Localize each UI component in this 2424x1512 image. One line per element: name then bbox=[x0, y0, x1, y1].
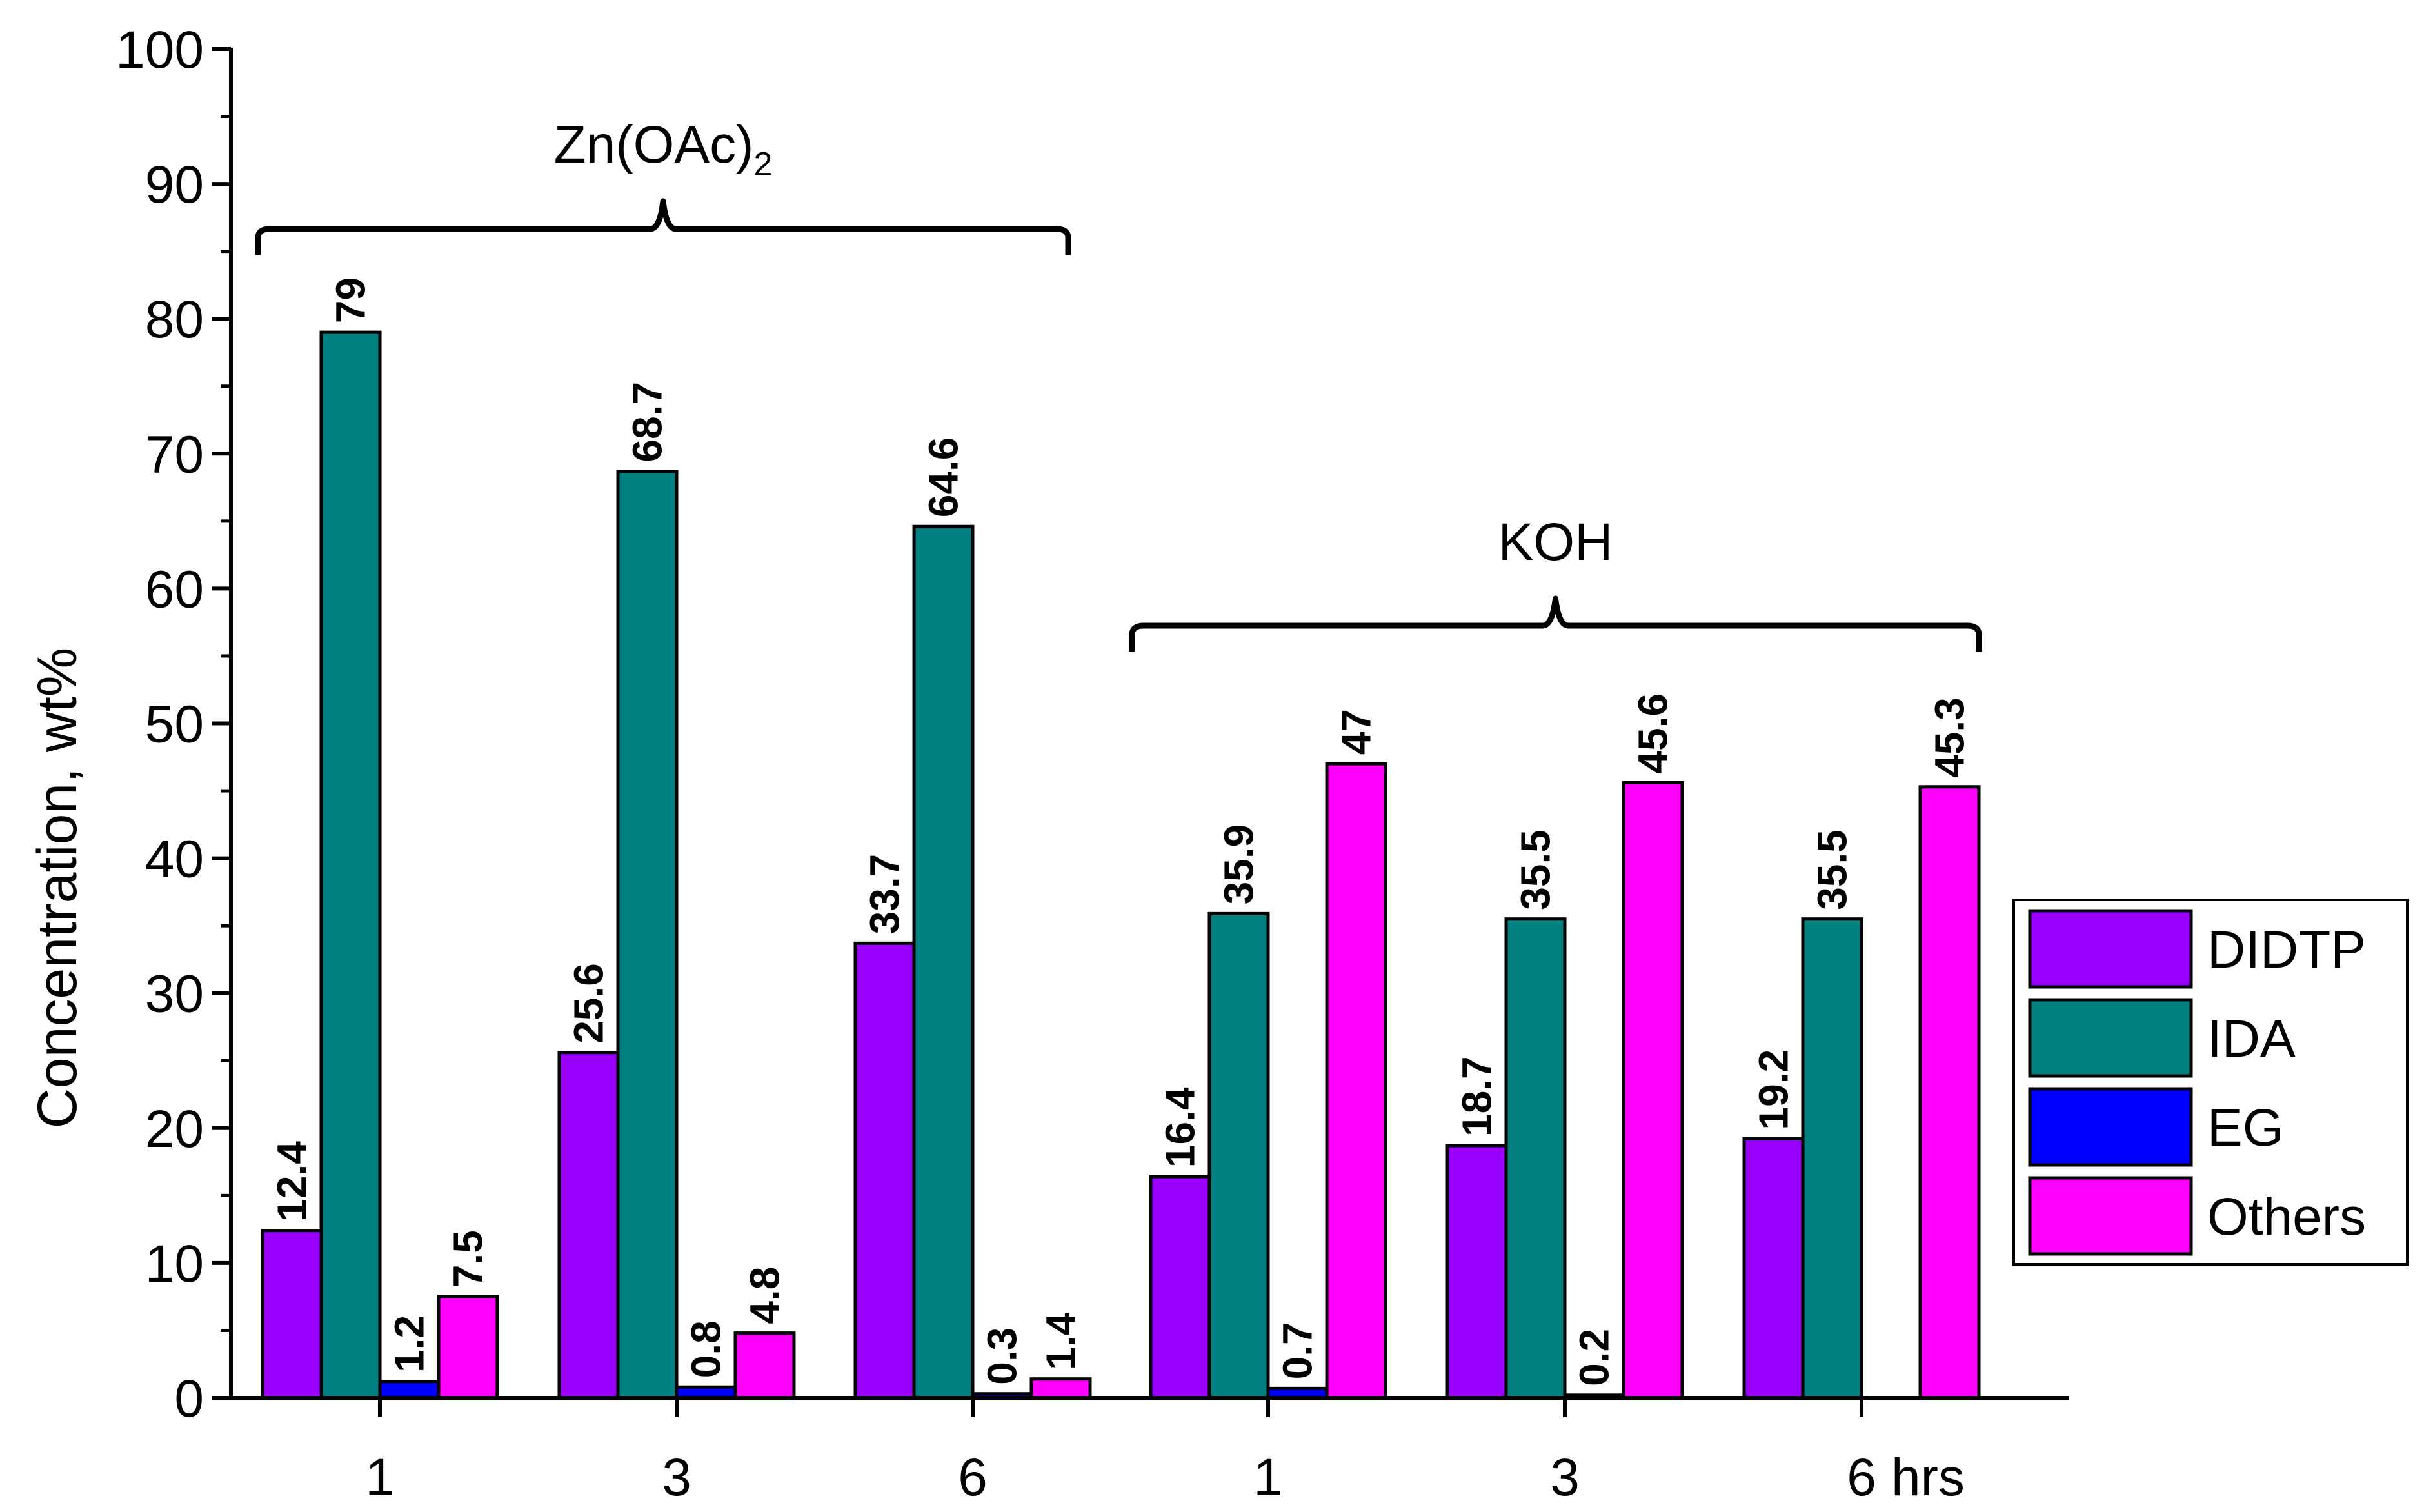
y-tick-label-10: 10 bbox=[145, 1235, 204, 1293]
y-tick-label-90: 90 bbox=[145, 155, 204, 214]
bar-didtp-2 bbox=[853, 941, 916, 1400]
legend-label-ida: IDA bbox=[2207, 1010, 2296, 1068]
group-label-zn-oac: Zn(OAc)2 bbox=[554, 115, 773, 183]
x-tick-label-1: 3 bbox=[662, 1448, 691, 1507]
data-label-didtp-5: 19.2 bbox=[1751, 1049, 1797, 1130]
group-label-koh: KOH bbox=[1498, 513, 1613, 572]
bar-didtp-5 bbox=[1742, 1137, 1805, 1400]
data-label-didtp-4: 18.7 bbox=[1454, 1056, 1500, 1137]
y-tick-label-60: 60 bbox=[145, 560, 204, 619]
legend-swatch-eg bbox=[2028, 1087, 2193, 1167]
group-label-text-1: KOH bbox=[1498, 513, 1613, 572]
data-label-eg-2: 0.3 bbox=[979, 1328, 1026, 1385]
bar-others-3 bbox=[1325, 762, 1387, 1400]
legend-label-eg: EG bbox=[2207, 1099, 2283, 1157]
bars-layer bbox=[261, 330, 1981, 1400]
bar-others-1 bbox=[733, 1331, 796, 1400]
data-label-ida-3: 35.9 bbox=[1216, 824, 1262, 905]
bar-others-2 bbox=[1029, 1377, 1092, 1400]
group-label-subscript-0: 2 bbox=[753, 146, 772, 183]
data-label-others-2: 1.4 bbox=[1038, 1312, 1084, 1369]
y-tick-label-100: 100 bbox=[115, 21, 204, 79]
data-labels-layer: 12.4 25.6 33.7 16.4 18.7 19.2 79 68.7 64.6 35.9 35… bbox=[269, 277, 1973, 1386]
bar-didtp-1 bbox=[557, 1051, 620, 1400]
data-label-eg-3: 0.7 bbox=[1275, 1322, 1321, 1379]
bar-ida-2 bbox=[912, 524, 975, 1400]
bar-ida-1 bbox=[616, 469, 679, 1400]
bar-others-0 bbox=[437, 1295, 499, 1400]
x-tick-label-5: 6 bbox=[1847, 1448, 1876, 1507]
group-brackets-layer: Zn(OAc)2 KOH bbox=[255, 115, 1982, 652]
group-bracket-0 bbox=[255, 198, 1071, 255]
x-tick-label-0: 1 bbox=[365, 1448, 395, 1507]
data-label-others-4: 45.6 bbox=[1630, 693, 1676, 774]
legend: DIDTP IDA EG Others bbox=[2012, 899, 2409, 1266]
bar-didtp-4 bbox=[1445, 1144, 1508, 1400]
bar-ida-4 bbox=[1504, 917, 1567, 1400]
data-label-others-3: 47 bbox=[1333, 709, 1380, 755]
data-label-ida-0: 79 bbox=[328, 277, 374, 323]
legend-swatch-ida bbox=[2028, 998, 2193, 1078]
legend-label-didtp: DIDTP bbox=[2207, 920, 2366, 979]
data-label-others-1: 4.8 bbox=[742, 1267, 788, 1324]
bar-didtp-3 bbox=[1149, 1175, 1211, 1400]
y-tick-label-40: 40 bbox=[145, 830, 204, 889]
bar-didtp-0 bbox=[261, 1229, 323, 1400]
axes-layer: 0 10 20 30 40 50 60 70 80 90 100 Concentration, wt%… bbox=[26, 21, 2069, 1507]
data-label-others-0: 7.5 bbox=[445, 1230, 492, 1288]
legend-swatch-others bbox=[2028, 1176, 2193, 1256]
x-unit-label: hrs bbox=[1891, 1448, 1965, 1507]
data-label-eg-4: 0.2 bbox=[1571, 1329, 1618, 1386]
legend-swatch-didtp bbox=[2028, 909, 2193, 989]
x-tick-label-3: 1 bbox=[1253, 1448, 1283, 1507]
bar-ida-5 bbox=[1801, 917, 1863, 1400]
group-label-text-0: Zn(OAc) bbox=[554, 115, 754, 174]
group-bracket-1 bbox=[1129, 595, 1982, 652]
data-label-ida-5: 35.5 bbox=[1809, 830, 1856, 910]
bar-ida-3 bbox=[1207, 911, 1270, 1400]
x-tick-label-2: 6 bbox=[958, 1448, 988, 1507]
y-axis-title: Concentration, wt% bbox=[26, 648, 88, 1129]
bar-others-4 bbox=[1622, 781, 1684, 1400]
data-label-eg-0: 1.2 bbox=[386, 1315, 433, 1373]
y-tick-label-0: 0 bbox=[174, 1369, 204, 1428]
data-label-eg-1: 0.8 bbox=[683, 1320, 730, 1378]
y-tick-label-20: 20 bbox=[145, 1100, 204, 1159]
data-label-ida-4: 35.5 bbox=[1513, 830, 1559, 910]
data-label-didtp-3: 16.4 bbox=[1157, 1087, 1204, 1168]
data-label-ida-1: 68.7 bbox=[624, 382, 671, 463]
x-tick-label-4: 3 bbox=[1550, 1448, 1580, 1507]
data-label-didtp-2: 33.7 bbox=[862, 854, 908, 935]
y-tick-label-50: 50 bbox=[145, 695, 204, 754]
y-tick-label-80: 80 bbox=[145, 290, 204, 349]
data-label-others-5: 45.3 bbox=[1927, 697, 1973, 778]
bar-ida-0 bbox=[319, 330, 382, 1400]
data-label-ida-2: 64.6 bbox=[920, 437, 967, 518]
y-tick-label-70: 70 bbox=[145, 425, 204, 484]
y-tick-label-30: 30 bbox=[145, 965, 204, 1024]
data-label-didtp-0: 12.4 bbox=[269, 1141, 315, 1222]
data-label-didtp-1: 25.6 bbox=[566, 963, 612, 1044]
legend-label-others: Others bbox=[2207, 1188, 2366, 1246]
bar-eg-0 bbox=[378, 1380, 441, 1400]
bar-others-5 bbox=[1918, 785, 1981, 1400]
